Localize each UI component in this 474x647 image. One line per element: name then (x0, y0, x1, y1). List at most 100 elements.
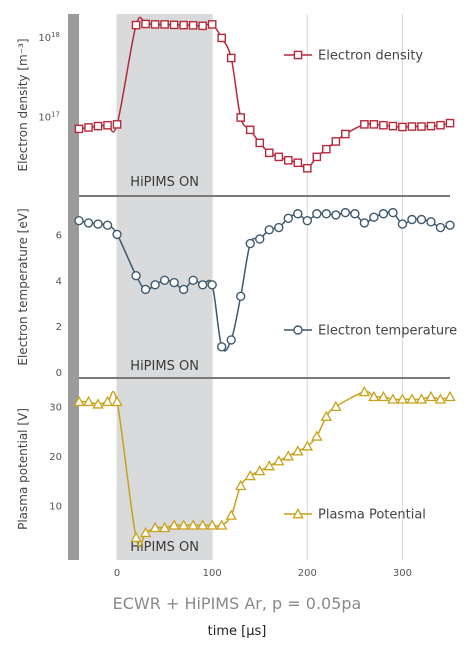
legend-marker (293, 325, 303, 335)
data-point (406, 393, 418, 404)
data-point (331, 137, 341, 146)
data-point (302, 215, 313, 226)
data-point (264, 148, 274, 158)
data-point (158, 521, 171, 533)
data-point (160, 20, 169, 29)
legend-label: Electron temperature (318, 324, 457, 339)
data-point (188, 275, 198, 285)
data-point (417, 122, 426, 131)
data-point (435, 222, 446, 233)
data-point (388, 121, 398, 131)
data-point (141, 19, 150, 29)
data-point (341, 129, 350, 139)
data-point (330, 400, 342, 412)
data-point (74, 215, 84, 226)
data-point (188, 21, 198, 30)
data-point (103, 120, 112, 130)
data-point (235, 479, 247, 491)
data-point (283, 155, 293, 165)
y-tick-label: 2 (56, 322, 62, 333)
data-point (74, 124, 84, 134)
data-point (73, 395, 85, 407)
data-point (150, 20, 160, 29)
data-point (226, 335, 236, 345)
data-point (216, 342, 227, 352)
data-point (255, 234, 265, 244)
legend-marker (292, 508, 304, 519)
data-point (445, 118, 455, 128)
y-tick-label: 0 (56, 368, 62, 379)
data-point (159, 275, 170, 285)
data-point (416, 214, 427, 225)
data-point (434, 393, 447, 404)
shaded-region-label: HiPIMS ON (130, 175, 199, 190)
data-point (197, 280, 208, 290)
legend-marker (293, 50, 303, 60)
data-point (196, 519, 209, 530)
data-point (301, 440, 314, 451)
data-point (140, 284, 151, 295)
data-point (178, 284, 189, 295)
data-point (111, 395, 123, 407)
data-point (377, 390, 390, 402)
data-point (179, 20, 188, 30)
data-point (131, 270, 141, 281)
data-point (130, 531, 142, 543)
x-tick-label: 200 (298, 568, 317, 579)
data-point (398, 122, 407, 132)
y-tick-label: 4 (56, 276, 62, 287)
data-point (350, 209, 360, 219)
data-point (93, 219, 103, 229)
data-point (112, 229, 122, 240)
data-point (112, 120, 122, 129)
x-tick-label: 0 (114, 568, 120, 579)
shaded-region-hipims-on (117, 14, 213, 560)
data-point (245, 238, 255, 249)
data-point (444, 390, 456, 402)
chart-footer-title: ECWR + HiPIMS Ar, p = 0.05pa (112, 594, 362, 613)
data-point (379, 120, 388, 130)
data-point (245, 125, 255, 135)
legend-label: Electron density (318, 49, 423, 64)
data-point (215, 519, 228, 530)
data-point (274, 222, 284, 233)
x-tick-label: 300 (393, 568, 412, 579)
data-point (131, 20, 141, 30)
data-point (407, 122, 417, 131)
x-axis-label: time [µs] (207, 624, 267, 639)
data-point (360, 120, 369, 129)
x-tick-label: 100 (203, 568, 222, 579)
data-point (169, 277, 179, 288)
data-point (255, 138, 265, 148)
data-point (282, 450, 294, 461)
y-tick-label: 1018 (38, 31, 60, 44)
data-point (368, 390, 380, 402)
shaded-region-label: HiPIMS ON (130, 359, 199, 374)
legend-label: Plasma Potential (318, 508, 426, 523)
data-point (264, 225, 274, 235)
data-point (274, 152, 284, 162)
y-tick-label: 1017 (38, 111, 60, 124)
data-point (369, 212, 379, 222)
y-axis-label: Electron temperature [eV] (16, 208, 30, 365)
data-point (93, 121, 103, 131)
data-point (293, 209, 303, 219)
data-point (311, 430, 323, 441)
data-point (217, 33, 226, 43)
data-point (396, 393, 409, 404)
data-point (225, 509, 237, 520)
data-point (358, 385, 371, 397)
data-point (273, 455, 285, 466)
data-point (254, 465, 266, 476)
data-point (415, 393, 428, 404)
data-point (321, 209, 332, 219)
data-point (303, 163, 312, 173)
data-point (92, 398, 104, 409)
data-point (226, 53, 236, 63)
data-point (425, 390, 437, 402)
y-tick-label: 10 (49, 502, 62, 513)
data-point (169, 20, 179, 30)
shaded-region-label: HiPIMS ON (130, 540, 199, 555)
data-point (397, 219, 408, 229)
